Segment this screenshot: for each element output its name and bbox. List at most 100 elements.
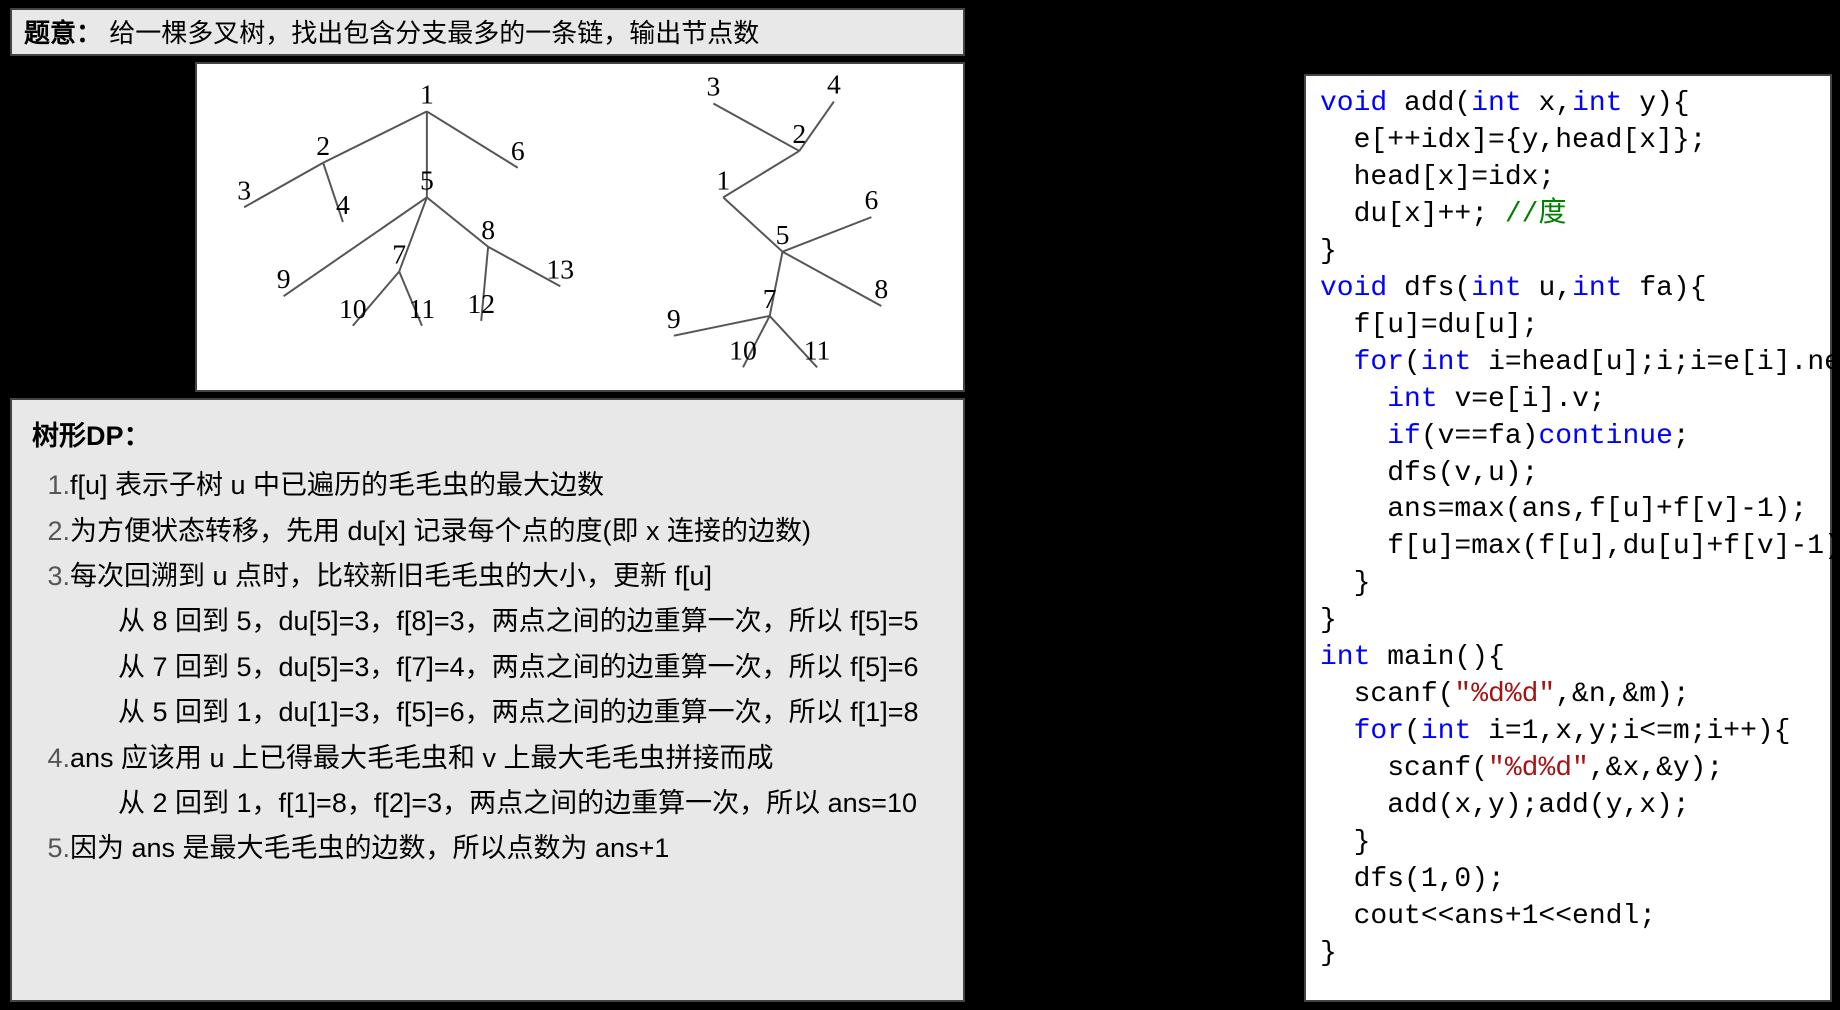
code-token: int <box>1572 273 1622 304</box>
tree-node-label: 3 <box>706 71 720 102</box>
tree-node-label: 13 <box>546 253 574 284</box>
problem-title-box: 题意： 给一棵多叉树，找出包含分支最多的一条链，输出节点数 <box>10 8 965 56</box>
dp-item-text: 每次回溯到 u 点时，比较新旧毛毛虫的大小，更新 f[u] <box>70 561 712 591</box>
tree-node-label: 7 <box>392 239 406 270</box>
code-token: void <box>1320 273 1387 304</box>
code-token: v=e[i].v; <box>1438 384 1606 415</box>
code-token: main(){ <box>1370 642 1504 673</box>
code-token: i=head[u];i;i=e[i].ne){ <box>1471 347 1840 378</box>
code-token: (v==fa) <box>1421 421 1539 452</box>
code-token: dfs(v,u); <box>1320 458 1538 489</box>
dp-item-subline: 从 8 回到 5，du[5]=3，f[8]=3，两点之间的边重算一次，所以 f[… <box>80 599 943 644</box>
code-block: void add(int x,int y){ e[++idx]={y,head[… <box>1304 74 1832 1002</box>
dp-list: 1. f[u] 表示子树 u 中已遍历的毛毛虫的最大边数2. 为方便状态转移，先… <box>32 463 943 871</box>
code-token: ans=max(ans,f[u]+f[v]-1); <box>1320 494 1807 525</box>
dp-item: 5. 因为 ans 是最大毛毛虫的边数，所以点数为 ans+1 <box>32 826 943 871</box>
code-token: ,&n,&m); <box>1555 679 1689 710</box>
dp-item: 4. ans 应该用 u 上已得最大毛毛虫和 v 上最大毛毛虫拼接而成从 2 回… <box>32 736 943 827</box>
code-token <box>1320 347 1354 378</box>
tree-node-label: 2 <box>792 118 806 149</box>
code-token <box>1320 421 1387 452</box>
tree-edge <box>723 151 799 197</box>
code-token: int <box>1471 88 1521 119</box>
dp-item-number: 5. <box>42 826 70 871</box>
code-token: dfs( <box>1387 273 1471 304</box>
code-token: head[x]=idx; <box>1320 162 1555 193</box>
dp-item-number: 3. <box>42 554 70 599</box>
code-token: "%d%d" <box>1488 753 1589 784</box>
dp-item: 2. 为方便状态转移，先用 du[x] 记录每个点的度(即 x 连接的边数) <box>32 509 943 554</box>
tree-edge <box>674 316 770 336</box>
code-token: add(x,y);add(y,x); <box>1320 790 1690 821</box>
tree-node-label: 1 <box>716 164 730 195</box>
code-token <box>1320 384 1387 415</box>
code-token: } <box>1320 605 1337 636</box>
tree-node-label: 2 <box>316 130 330 161</box>
dp-item: 1. f[u] 表示子树 u 中已遍历的毛毛虫的最大边数 <box>32 463 943 508</box>
code-token: scanf( <box>1320 679 1454 710</box>
tree-node-label: 12 <box>467 288 495 319</box>
code-token: int <box>1320 642 1370 673</box>
dp-item-number: 2. <box>42 509 70 554</box>
code-token: } <box>1320 827 1370 858</box>
code-token: dfs(1,0); <box>1320 864 1505 895</box>
code-token: } <box>1320 938 1337 969</box>
tree-node-label: 10 <box>339 293 367 324</box>
tree-edge <box>244 163 323 207</box>
tree-edge <box>427 111 518 167</box>
code-token: ,&x,&y); <box>1589 753 1723 784</box>
tree-node-label: 6 <box>511 135 525 166</box>
code-token: fa){ <box>1623 273 1707 304</box>
code-token: e[++idx]={y,head[x]}; <box>1320 125 1706 156</box>
dp-item-text: 因为 ans 是最大毛毛虫的边数，所以点数为 ans+1 <box>70 833 669 863</box>
code-token: cout<<ans+1<<endl; <box>1320 901 1656 932</box>
tree-node-label: 5 <box>776 219 790 250</box>
code-token: du[x]++; <box>1320 199 1505 230</box>
code-token: int <box>1421 716 1471 747</box>
tree-edge <box>783 252 882 306</box>
tree-node-label: 9 <box>277 263 291 294</box>
dp-item-text: f[u] 表示子树 u 中已遍历的毛毛虫的最大边数 <box>70 470 604 500</box>
tree-node-label: 8 <box>481 214 495 245</box>
code-token: for <box>1354 716 1404 747</box>
dp-item: 3. 每次回溯到 u 点时，比较新旧毛毛虫的大小，更新 f[u] 从 8 回到 5… <box>32 554 943 735</box>
code-token: int <box>1471 273 1521 304</box>
dp-heading: 树形DP： <box>32 414 943 459</box>
tree-node-label: 7 <box>763 283 777 314</box>
tree-node-label: 8 <box>874 273 888 304</box>
code-token: } <box>1320 236 1337 267</box>
dp-item-subline: 从 7 回到 5，du[5]=3，f[7]=4，两点之间的边重算一次，所以 f[… <box>80 645 943 690</box>
tree-node-label: 11 <box>804 334 831 365</box>
code-token: } <box>1320 568 1370 599</box>
tree-edge <box>427 197 488 246</box>
dp-item-subline: 从 5 回到 1，du[1]=3，f[5]=6，两点之间的边重算一次，所以 f[… <box>80 690 943 735</box>
code-token: i=1,x,y;i<=m;i++){ <box>1471 716 1790 747</box>
code-token: //度 <box>1505 199 1567 230</box>
code-token: ; <box>1673 421 1690 452</box>
code-token: for <box>1354 347 1404 378</box>
code-token: f[u]=du[u]; <box>1320 310 1538 341</box>
tree-node-label: 5 <box>420 164 434 195</box>
tree-edge <box>323 111 427 162</box>
tree-node-label: 10 <box>729 334 757 365</box>
tree-diagram: 123456789101112131234567891011 <box>195 62 965 392</box>
code-token: "%d%d" <box>1454 679 1555 710</box>
tree-edge <box>783 217 872 252</box>
dp-item-subline: 从 2 回到 1，f[1]=8，f[2]=3，两点之间的边重算一次，所以 ans… <box>80 781 943 826</box>
code-token: int <box>1421 347 1471 378</box>
tree-node-label: 6 <box>865 184 879 215</box>
code-token: f[u]=max(f[u],du[u]+f[v]-1); <box>1320 531 1840 562</box>
dp-item-number: 1. <box>42 463 70 508</box>
dp-item-number: 4. <box>42 736 70 781</box>
code-token: continue <box>1538 421 1672 452</box>
code-token: ( <box>1404 347 1421 378</box>
code-token: int <box>1572 88 1622 119</box>
code-token: x, <box>1522 88 1572 119</box>
tree-node-label: 4 <box>336 189 350 220</box>
dp-item-text: ans 应该用 u 上已得最大毛毛虫和 v 上最大毛毛虫拼接而成 <box>70 743 774 773</box>
tree-node-label: 4 <box>827 69 841 100</box>
tree-edge <box>723 197 782 251</box>
code-token: if <box>1387 421 1421 452</box>
title-text: 给一棵多叉树，找出包含分支最多的一条链，输出节点数 <box>109 18 759 48</box>
tree-svg: 123456789101112131234567891011 <box>197 64 963 390</box>
